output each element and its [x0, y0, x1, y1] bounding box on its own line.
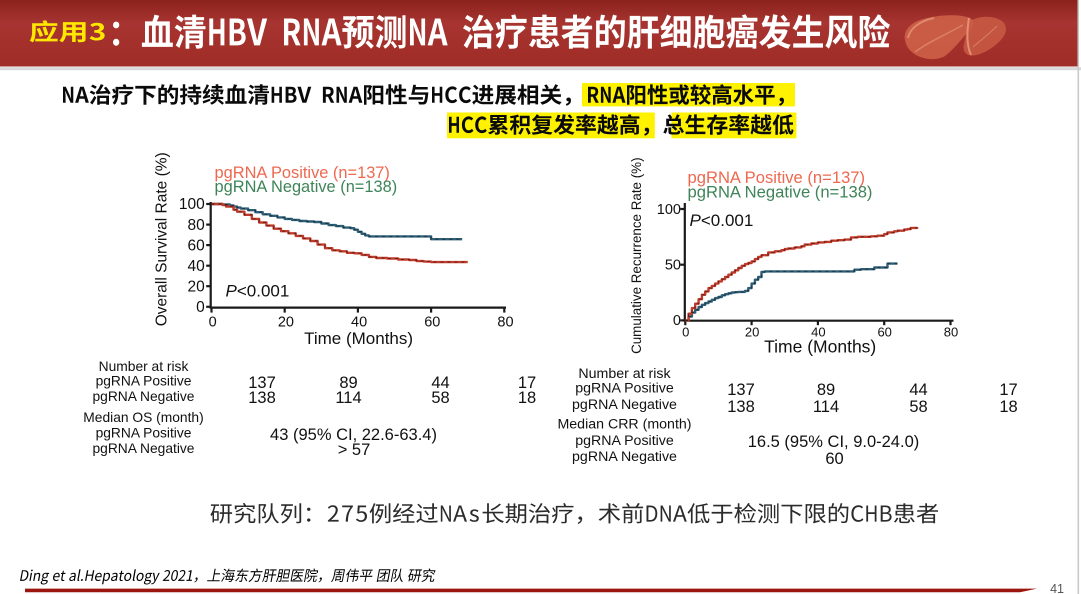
svg-text:18: 18: [999, 398, 1017, 416]
svg-text:Cumulative Recurrence Rate (%): Cumulative Recurrence Rate (%): [629, 157, 644, 353]
svg-text:44: 44: [431, 374, 449, 392]
svg-text:137: 137: [727, 381, 755, 399]
svg-text:pgRNA Negative (n=138): pgRNA Negative (n=138): [215, 178, 398, 196]
svg-text:60: 60: [188, 237, 206, 254]
svg-text:41: 41: [1050, 582, 1064, 594]
svg-text:40: 40: [351, 315, 367, 331]
svg-text:50: 50: [665, 258, 681, 274]
svg-text:100: 100: [657, 202, 681, 218]
svg-text:pgRNA Negative: pgRNA Negative: [572, 449, 677, 465]
svg-text:Time (Months): Time (Months): [764, 337, 876, 357]
svg-text:Median OS (month): Median OS (month): [83, 410, 203, 425]
svg-text:89: 89: [817, 381, 835, 399]
svg-text:80: 80: [497, 315, 513, 331]
svg-text:44: 44: [909, 381, 927, 399]
svg-text:58: 58: [909, 398, 927, 416]
svg-text:P<0.001: P<0.001: [690, 211, 754, 230]
svg-text:Number at risk: Number at risk: [99, 359, 189, 374]
svg-text:18: 18: [518, 389, 536, 407]
svg-text:pgRNA Positive (n=137): pgRNA Positive (n=137): [688, 168, 866, 187]
svg-text:100: 100: [179, 196, 205, 213]
svg-text:20: 20: [188, 278, 206, 295]
svg-text:60: 60: [877, 324, 891, 339]
svg-text:0: 0: [682, 324, 689, 339]
svg-text:114: 114: [813, 398, 839, 416]
svg-text:Time (Months): Time (Months): [304, 329, 413, 348]
svg-text:pgRNA Positive: pgRNA Positive: [575, 433, 674, 449]
svg-text:80: 80: [188, 217, 206, 234]
svg-text:137: 137: [248, 374, 276, 392]
svg-text:20: 20: [278, 315, 294, 331]
svg-text:60: 60: [424, 315, 440, 331]
svg-text:58: 58: [431, 389, 449, 407]
svg-text:80: 80: [944, 324, 958, 339]
svg-text:16.5 (95% CI, 9.0-24.0): 16.5 (95% CI, 9.0-24.0): [748, 433, 920, 451]
svg-text:pgRNA Negative: pgRNA Negative: [92, 389, 194, 404]
svg-text:P<0.001: P<0.001: [226, 282, 290, 301]
svg-text:114: 114: [335, 389, 361, 407]
svg-text:43 (95% CI, 22.6-63.4): 43 (95% CI, 22.6-63.4): [270, 426, 437, 444]
svg-text:89: 89: [339, 374, 357, 392]
svg-text:pgRNA Positive: pgRNA Positive: [575, 380, 674, 396]
svg-text:138: 138: [727, 398, 755, 416]
svg-text:40: 40: [811, 324, 825, 339]
svg-text:pgRNA Positive: pgRNA Positive: [96, 374, 192, 389]
svg-text:138: 138: [248, 389, 276, 407]
svg-text:pgRNA Negative: pgRNA Negative: [572, 397, 677, 413]
svg-text:40: 40: [188, 258, 206, 275]
svg-text:pgRNA Positive: pgRNA Positive: [96, 426, 192, 441]
svg-text:pgRNA Negative: pgRNA Negative: [92, 441, 194, 456]
svg-text:0: 0: [196, 299, 205, 316]
svg-text:> 57: > 57: [338, 441, 371, 459]
svg-text:pgRNA Negative (n=138): pgRNA Negative (n=138): [688, 183, 873, 202]
svg-text:17: 17: [518, 374, 536, 392]
svg-text:Overall Survival Rate (%): Overall Survival Rate (%): [154, 152, 171, 326]
svg-text:Number at risk: Number at risk: [578, 366, 671, 382]
svg-text:60: 60: [825, 450, 843, 468]
svg-text:0: 0: [673, 313, 681, 329]
svg-text:20: 20: [745, 324, 759, 339]
svg-text:17: 17: [999, 381, 1017, 399]
svg-text:Median CRR (month): Median CRR (month): [557, 416, 691, 432]
svg-text:pgRNA Positive (n=137): pgRNA Positive (n=137): [215, 164, 390, 182]
svg-text:0: 0: [209, 315, 217, 331]
